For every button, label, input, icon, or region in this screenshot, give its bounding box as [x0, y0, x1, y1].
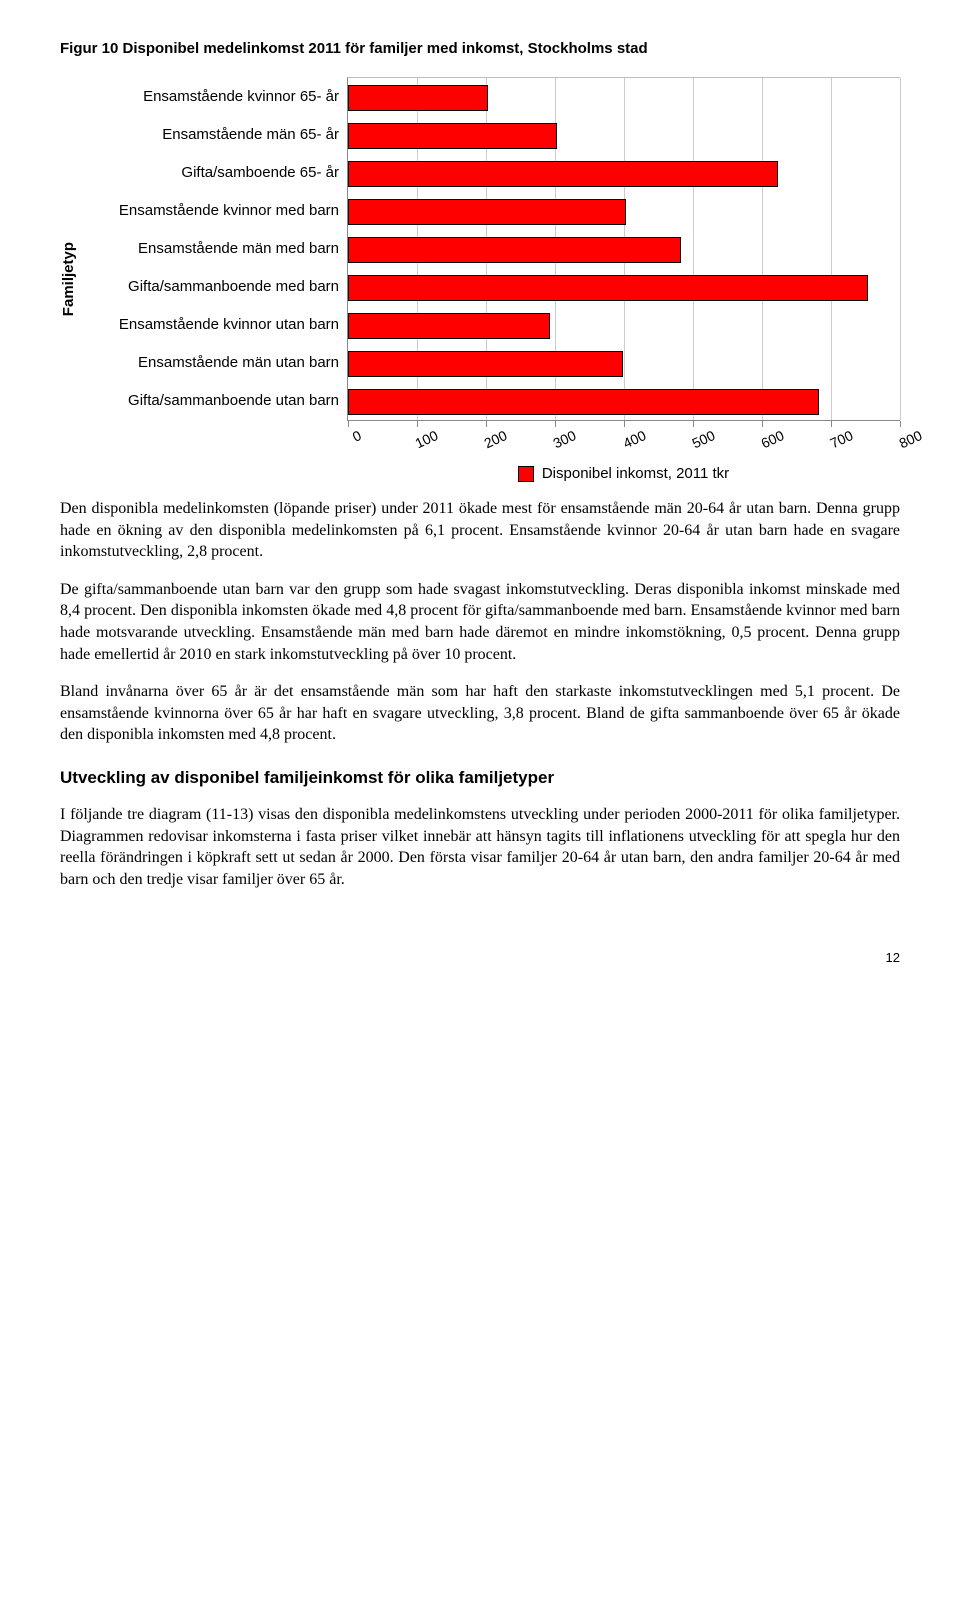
tick-mark — [900, 421, 901, 427]
y-axis-label: Familjetyp — [60, 242, 77, 316]
bar — [348, 199, 626, 225]
category-label: Ensamstående män 65- år — [87, 115, 347, 153]
x-tick-label: 300 — [551, 427, 579, 451]
paragraph: Bland invånarna över 65 år är det ensams… — [60, 681, 900, 746]
bar — [348, 351, 623, 377]
gridline — [693, 78, 694, 420]
x-tick-label: 500 — [689, 427, 717, 451]
legend-label: Disponibel inkomst, 2011 tkr — [542, 465, 729, 482]
category-label: Ensamstående män utan barn — [87, 343, 347, 381]
x-tick-label: 400 — [620, 427, 648, 451]
paragraph: I följande tre diagram (11-13) visas den… — [60, 804, 900, 890]
x-axis-ticks: 0100200300400500600700800 — [347, 421, 900, 461]
chart-legend: Disponibel inkomst, 2011 tkr — [347, 465, 900, 482]
category-label: Ensamstående män med barn — [87, 229, 347, 267]
bar — [348, 389, 819, 415]
plot-area — [347, 77, 900, 421]
legend-swatch — [518, 466, 534, 482]
paragraph: De gifta/sammanboende utan barn var den … — [60, 579, 900, 665]
category-label: Gifta/sammanboende med barn — [87, 267, 347, 305]
category-labels: Ensamstående kvinnor 65- år Ensamstående… — [87, 77, 347, 421]
page-number: 12 — [60, 950, 900, 965]
category-label: Gifta/samboende 65- år — [87, 153, 347, 191]
figure-title: Figur 10 Disponibel medelinkomst 2011 fö… — [60, 40, 900, 57]
x-tick-label: 800 — [897, 427, 925, 451]
body-text: Den disponibla medelinkomsten (löpande p… — [60, 498, 900, 890]
gridline — [831, 78, 832, 420]
category-label: Ensamstående kvinnor utan barn — [87, 305, 347, 343]
category-label: Gifta/sammanboende utan barn — [87, 381, 347, 419]
bar — [348, 85, 488, 111]
paragraph: Den disponibla medelinkomsten (löpande p… — [60, 498, 900, 563]
x-tick-label: 700 — [827, 427, 855, 451]
bar — [348, 161, 778, 187]
bar — [348, 123, 557, 149]
x-tick-label: 0 — [350, 427, 364, 445]
category-label: Ensamstående kvinnor 65- år — [87, 77, 347, 115]
x-tick-label: 200 — [482, 427, 510, 451]
x-tick-label: 600 — [758, 427, 786, 451]
gridline — [762, 78, 763, 420]
bar — [348, 275, 868, 301]
category-label: Ensamstående kvinnor med barn — [87, 191, 347, 229]
section-heading: Utveckling av disponibel familjeinkomst … — [60, 768, 900, 788]
x-tick-label: 100 — [413, 427, 441, 451]
chart-container: Familjetyp Ensamstående kvinnor 65- år E… — [60, 77, 900, 482]
bar — [348, 313, 550, 339]
bar — [348, 237, 681, 263]
gridline — [900, 78, 901, 420]
